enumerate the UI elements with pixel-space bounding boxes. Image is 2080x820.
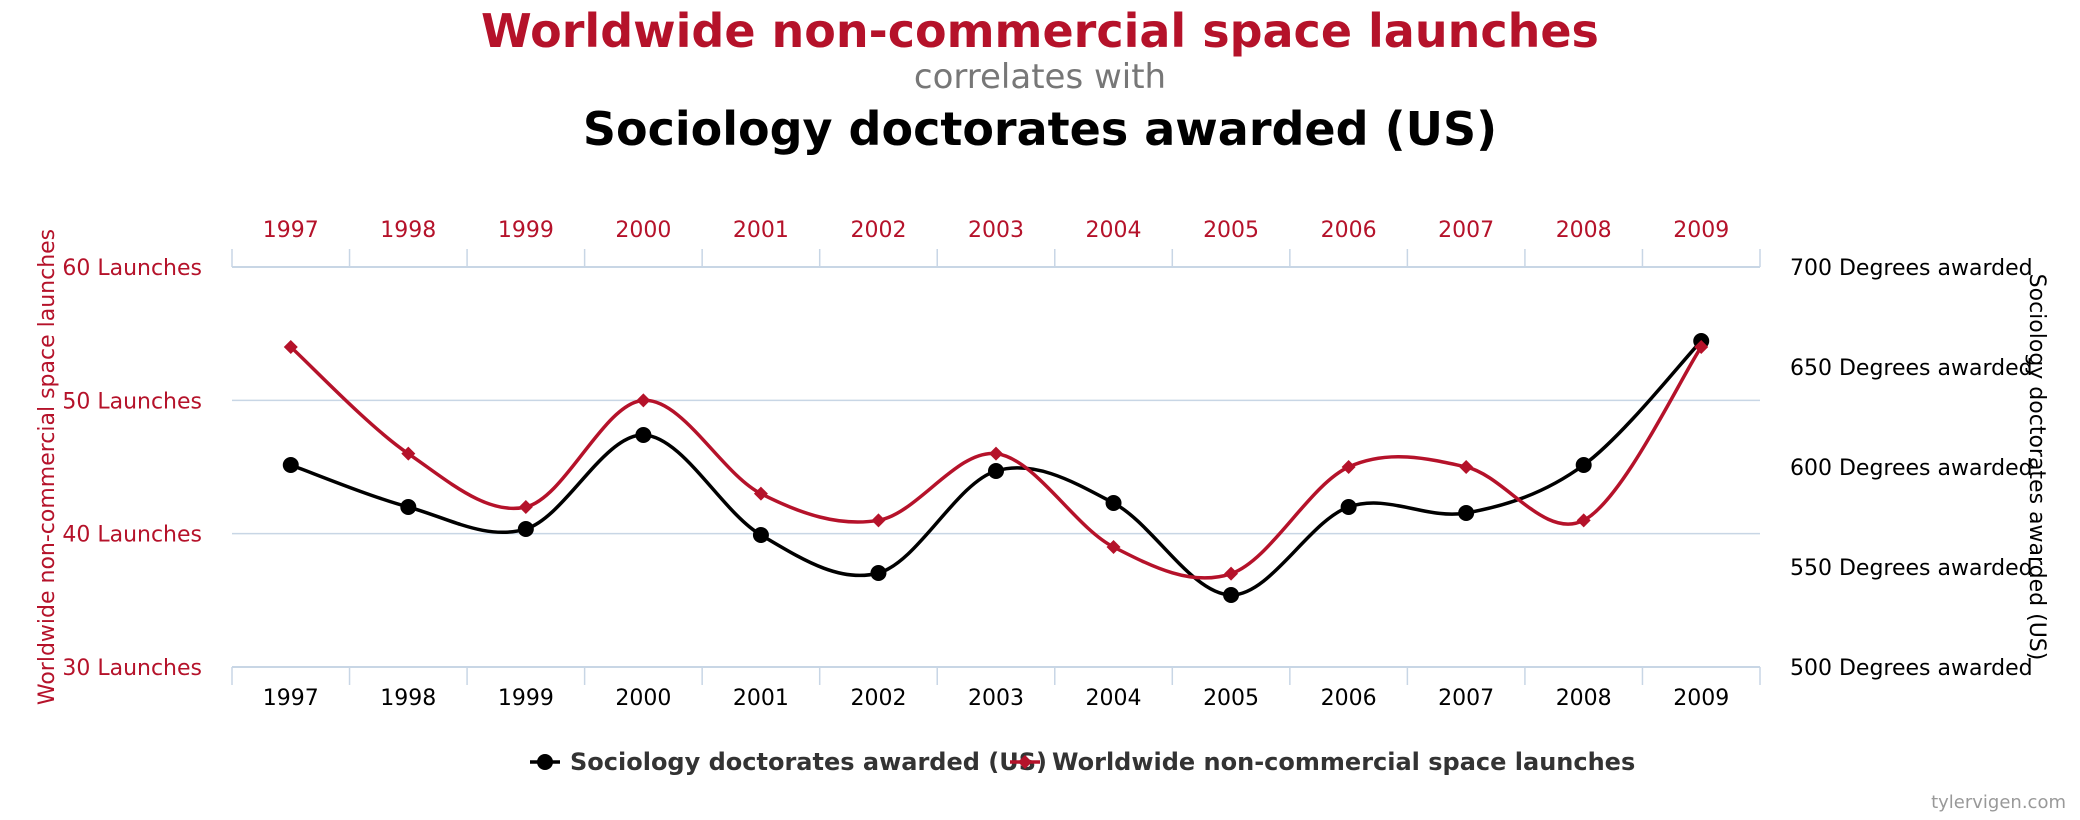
legend-launches-label: Worldwide non-commercial space launches [1052, 748, 1635, 776]
bottom-x-tick-label: 2006 [1321, 686, 1377, 711]
bottom-x-tick-label: 1999 [498, 686, 554, 711]
sociology-doctorates-point [1105, 495, 1122, 511]
bottom-x-tick-label: 2009 [1673, 686, 1729, 711]
top-x-tick-label: 2001 [733, 218, 789, 243]
space-launches-line [289, 345, 1703, 580]
chart-title-connector: correlates with [913, 57, 1167, 97]
space-launches-point [1341, 460, 1356, 474]
space-launches-point [1106, 540, 1121, 554]
right-y-tick-label: 650 Degrees awarded [1790, 356, 2033, 381]
top-x-tick-label: 2005 [1203, 218, 1259, 243]
space-launches-point [1694, 340, 1709, 354]
space-launches-point [989, 446, 1003, 461]
bottom-x-tick-label: 1997 [263, 686, 319, 711]
bottom-x-tick-label: 2001 [733, 686, 789, 711]
space-launches-point [871, 513, 886, 528]
space-launches-point [636, 393, 651, 408]
bottom-x-tick-label: 2005 [1203, 686, 1259, 711]
top-x-tick-label: 2009 [1673, 218, 1729, 243]
bottom-x-tick-label: 2008 [1556, 686, 1612, 711]
chart-title-secondary: Sociology doctorates awarded (US) [582, 102, 1498, 156]
sociology-doctorates-point [635, 427, 652, 443]
sociology-doctorates-point [1458, 505, 1475, 521]
space-launches-point [1224, 566, 1239, 581]
sociology-doctorates-point [1340, 499, 1357, 515]
top-x-tick-label: 1999 [498, 218, 554, 243]
bottom-x-tick-label: 2007 [1438, 686, 1494, 711]
right-y-axis-title: Sociology doctorates awarded (US) [2024, 274, 2049, 661]
top-x-tick-label: 2003 [968, 218, 1024, 243]
space-launches-point [401, 446, 416, 461]
space-launches-point [518, 500, 533, 514]
sociology-doctorates-point [1575, 457, 1592, 473]
sociology-doctorates-point [752, 527, 769, 543]
top-x-tick-label: 2002 [850, 218, 906, 243]
bottom-x-tick-label: 1998 [380, 686, 436, 711]
right-y-tick-label: 550 Degrees awarded [1790, 556, 2033, 581]
bottom-x-tick-label: 2000 [615, 686, 671, 711]
bottom-x-tick-label: 2004 [1086, 686, 1142, 711]
space-launches-point [1576, 513, 1591, 528]
legend-sociology-marker [537, 754, 553, 770]
sociology-doctorates-point [400, 499, 417, 515]
right-y-tick-label: 700 Degrees awarded [1790, 256, 2033, 281]
left-y-tick-label: 60 Launches [62, 256, 202, 281]
top-x-tick-label: 2006 [1321, 218, 1377, 243]
space-launches-point [1459, 460, 1474, 474]
left-y-tick-label: 40 Launches [62, 523, 202, 548]
top-x-tick-label: 2000 [615, 218, 671, 243]
sociology-doctorates-point [870, 565, 887, 581]
left-y-tick-label: 30 Launches [62, 656, 202, 681]
top-x-tick-label: 2007 [1438, 218, 1494, 243]
left-y-axis-title: Worldwide non-commercial space launches [35, 229, 60, 705]
top-x-tick-label: 2004 [1086, 218, 1142, 243]
sociology-doctorates-point [517, 521, 534, 537]
left-y-tick-label: 50 Launches [62, 389, 202, 414]
chart-title-primary: Worldwide non-commercial space launches [481, 4, 1599, 58]
sociology-doctorates-point [988, 463, 1004, 479]
sociology-doctorates-point [282, 457, 299, 473]
top-x-tick-label: 1997 [263, 218, 319, 243]
space-launches-point [753, 486, 768, 501]
top-x-tick-label: 1998 [380, 218, 436, 243]
legend-launches-marker [1018, 755, 1032, 769]
space-launches-point [283, 340, 298, 354]
legend-sociology-label: Sociology doctorates awarded (US) [570, 748, 1047, 776]
right-y-tick-label: 500 Degrees awarded [1790, 656, 2033, 681]
right-y-tick-label: 600 Degrees awarded [1790, 456, 2033, 481]
credit-text[interactable]: tylervigen.com [1931, 792, 2066, 813]
bottom-x-tick-label: 2003 [968, 686, 1024, 711]
bottom-x-tick-label: 2002 [850, 686, 906, 711]
top-x-tick-label: 2008 [1556, 218, 1612, 243]
sociology-doctorates-point [1223, 587, 1240, 603]
